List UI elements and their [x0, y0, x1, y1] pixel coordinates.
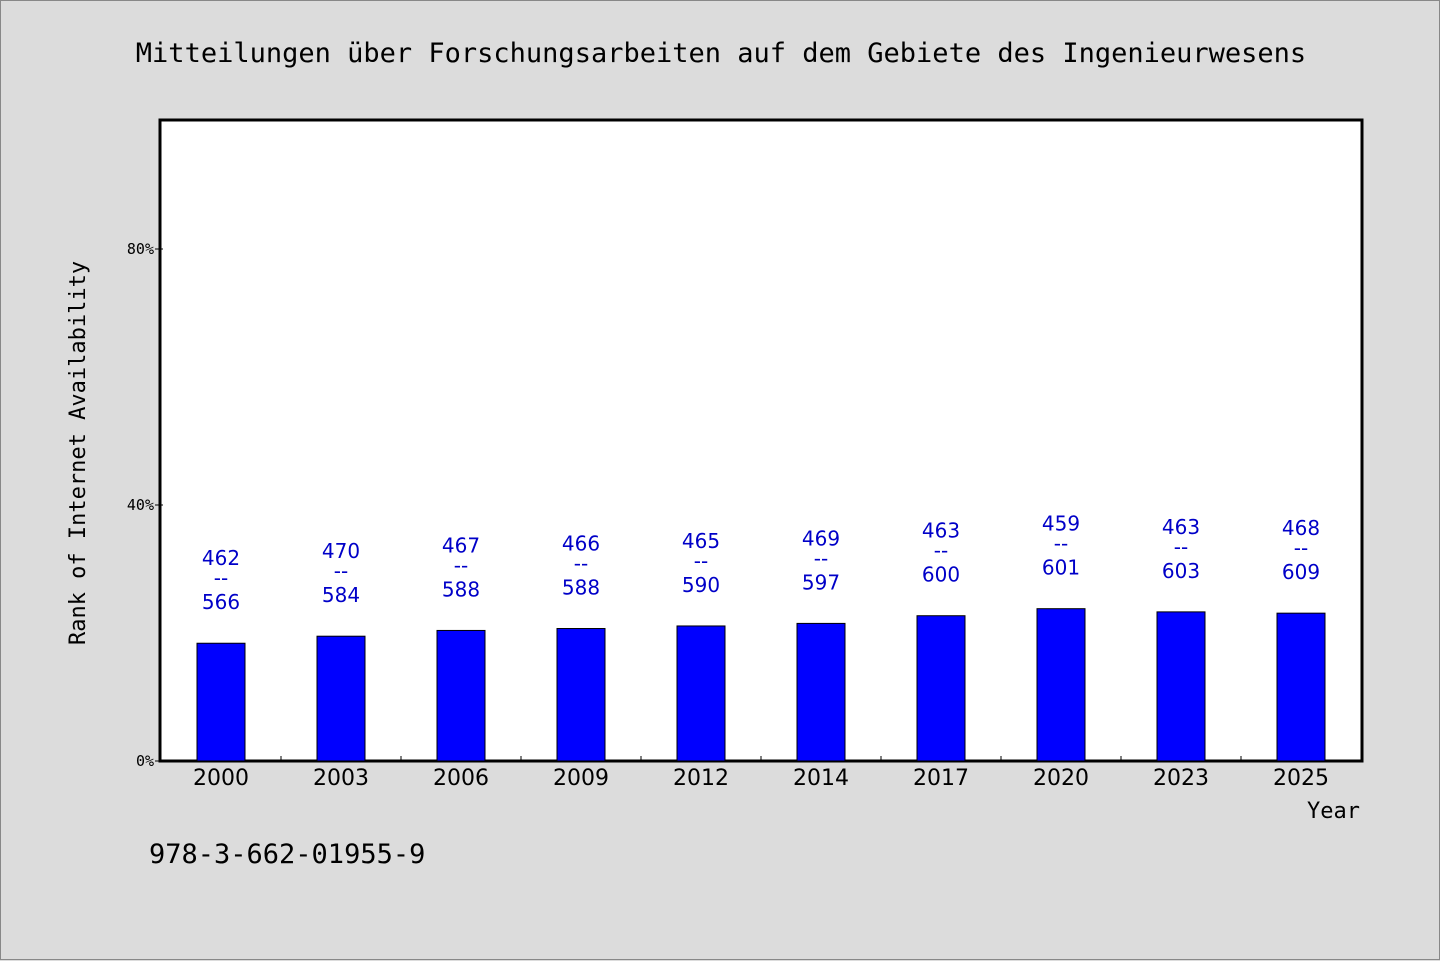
data-label-2012-1: --: [694, 549, 708, 573]
data-label-2003-2: 584: [322, 583, 360, 607]
bar-2025: [1276, 612, 1326, 762]
data-label-2012-2: 590: [682, 573, 720, 597]
data-label-2025-1: --: [1294, 536, 1308, 560]
isbn-footnote: 978-3-662-01955-9: [149, 839, 425, 870]
bar-2023: [1156, 611, 1206, 762]
data-label-2009-0: 466: [562, 532, 600, 556]
bar-2017: [916, 615, 966, 762]
data-label-2009-1: --: [574, 552, 588, 576]
x-tick-label-2017: 2017: [913, 766, 969, 791]
data-label-2023-2: 603: [1162, 559, 1200, 583]
x-tick-label-2023: 2023: [1153, 766, 1209, 791]
bar-2012: [676, 625, 726, 762]
data-label-2017-0: 463: [922, 519, 960, 543]
data-label-2014-2: 597: [802, 570, 840, 594]
data-label-2006-2: 588: [442, 577, 480, 601]
bar-2020: [1036, 608, 1086, 762]
data-label-2009-2: 588: [562, 576, 600, 600]
y-tick-label-1: 40%: [127, 496, 154, 514]
data-label-2006-1: --: [454, 553, 468, 577]
bar-2006: [436, 629, 486, 762]
data-label-2025-2: 609: [1282, 560, 1320, 584]
x-tick-label-2006: 2006: [433, 766, 489, 791]
x-tick-label-2012: 2012: [673, 766, 729, 791]
x-tick-label-2003: 2003: [313, 766, 369, 791]
data-label-2023-0: 463: [1162, 515, 1200, 539]
data-label-2006-0: 467: [442, 533, 480, 557]
data-label-2012-0: 465: [682, 529, 720, 553]
data-label-2020-0: 459: [1042, 512, 1080, 536]
data-label-2017-2: 600: [922, 563, 960, 587]
data-label-2000-1: --: [214, 566, 228, 590]
y-tick-label-2: 80%: [127, 240, 154, 258]
x-tick-label-2025: 2025: [1273, 766, 1329, 791]
data-label-2014-1: --: [814, 546, 828, 570]
chart-title: Mitteilungen über Forschungsarbeiten auf…: [136, 38, 1306, 69]
bar-2009: [556, 628, 606, 762]
data-label-2023-1: --: [1174, 535, 1188, 559]
data-labels-group: 462--566470--584467--588466--588465--590…: [202, 512, 1320, 615]
data-label-2000-2: 566: [202, 590, 240, 614]
x-axis-ticks: 2000 2003 2006 2009 2012 2014 2017 2020 2023 2025: [193, 756, 1329, 791]
data-label-2020-1: --: [1054, 532, 1068, 556]
data-label-2003-1: --: [334, 559, 348, 583]
y-axis-ticks: 0% 40% 80%: [127, 240, 163, 770]
x-tick-label-2000: 2000: [193, 766, 249, 791]
y-tick-label-0: 0%: [136, 752, 154, 770]
bars-group: [196, 608, 1326, 762]
x-axis-label: Year: [1307, 799, 1360, 824]
x-tick-label-2009: 2009: [553, 766, 609, 791]
data-label-2003-0: 470: [322, 539, 360, 563]
data-label-2017-1: --: [934, 539, 948, 563]
bar-2000: [196, 642, 246, 762]
data-label-2000-0: 462: [202, 546, 240, 570]
data-label-2020-2: 601: [1042, 556, 1080, 580]
data-label-2014-0: 469: [802, 526, 840, 550]
bar-2003: [316, 635, 366, 762]
data-label-2025-0: 468: [1282, 516, 1320, 540]
x-tick-label-2014: 2014: [793, 766, 849, 791]
x-tick-label-2020: 2020: [1033, 766, 1089, 791]
y-axis-label: Rank of Internet Availability: [66, 261, 91, 645]
bar-2014: [796, 622, 846, 762]
